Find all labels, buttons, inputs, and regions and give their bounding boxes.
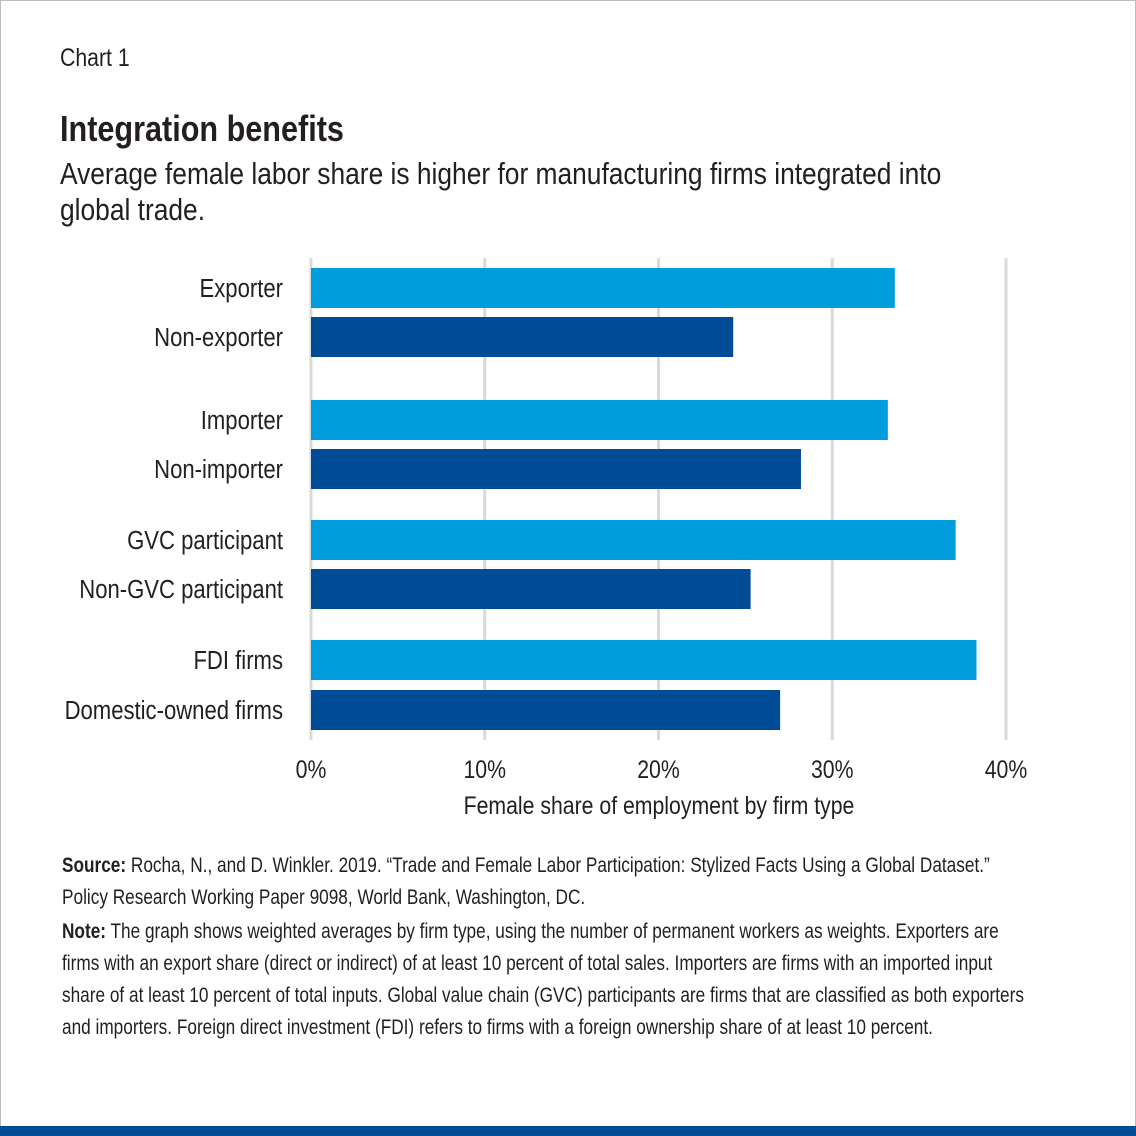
bar [311, 640, 977, 680]
category-label: FDI firms [193, 646, 283, 675]
bar [311, 400, 888, 440]
category-label: Importer [201, 406, 283, 435]
category-label: Non-GVC participant [79, 575, 283, 604]
source-line: Source: Rocha, N., and D. Winkler. 2019.… [62, 850, 1030, 914]
category-label: Non-importer [154, 455, 283, 484]
bar [311, 449, 801, 489]
category-label: Domestic-owned firms [65, 696, 283, 725]
note-line: Note: The graph shows weighted averages … [62, 916, 1030, 1044]
x-tick-label: 10% [463, 755, 506, 783]
bar [311, 569, 751, 609]
x-tick-label: 40% [985, 755, 1028, 783]
note-label: Note: [62, 920, 107, 943]
x-axis-label: Female share of employment by firm type [464, 791, 855, 819]
x-tick-label: 30% [811, 755, 854, 783]
category-label: Exporter [200, 274, 283, 303]
source-text: Rocha, N., and D. Winkler. 2019. “Trade … [62, 854, 990, 909]
x-tick-label: 0% [296, 755, 327, 783]
chart-title: Integration benefits [60, 108, 344, 149]
chart-kicker: Chart 1 [60, 44, 130, 72]
note-text: The graph shows weighted averages by fir… [62, 920, 1024, 1039]
source-label: Source: [62, 854, 127, 877]
chart-subtitle: Average female labor share is higher for… [60, 156, 942, 227]
bar [311, 690, 781, 730]
category-label: Non-exporter [154, 323, 283, 352]
bar [311, 268, 895, 308]
x-tick-label: 20% [637, 755, 680, 783]
bar-chart: 0% 10% 20% 30% 40% Exporter Non-exporter Import… [65, 258, 1028, 819]
bar [311, 317, 734, 357]
category-label: GVC participant [127, 526, 283, 555]
bar [311, 520, 956, 560]
bottom-accent-bar [0, 1126, 1136, 1136]
source-notes: Source: Rocha, N., and D. Winkler. 2019.… [62, 850, 1030, 1044]
